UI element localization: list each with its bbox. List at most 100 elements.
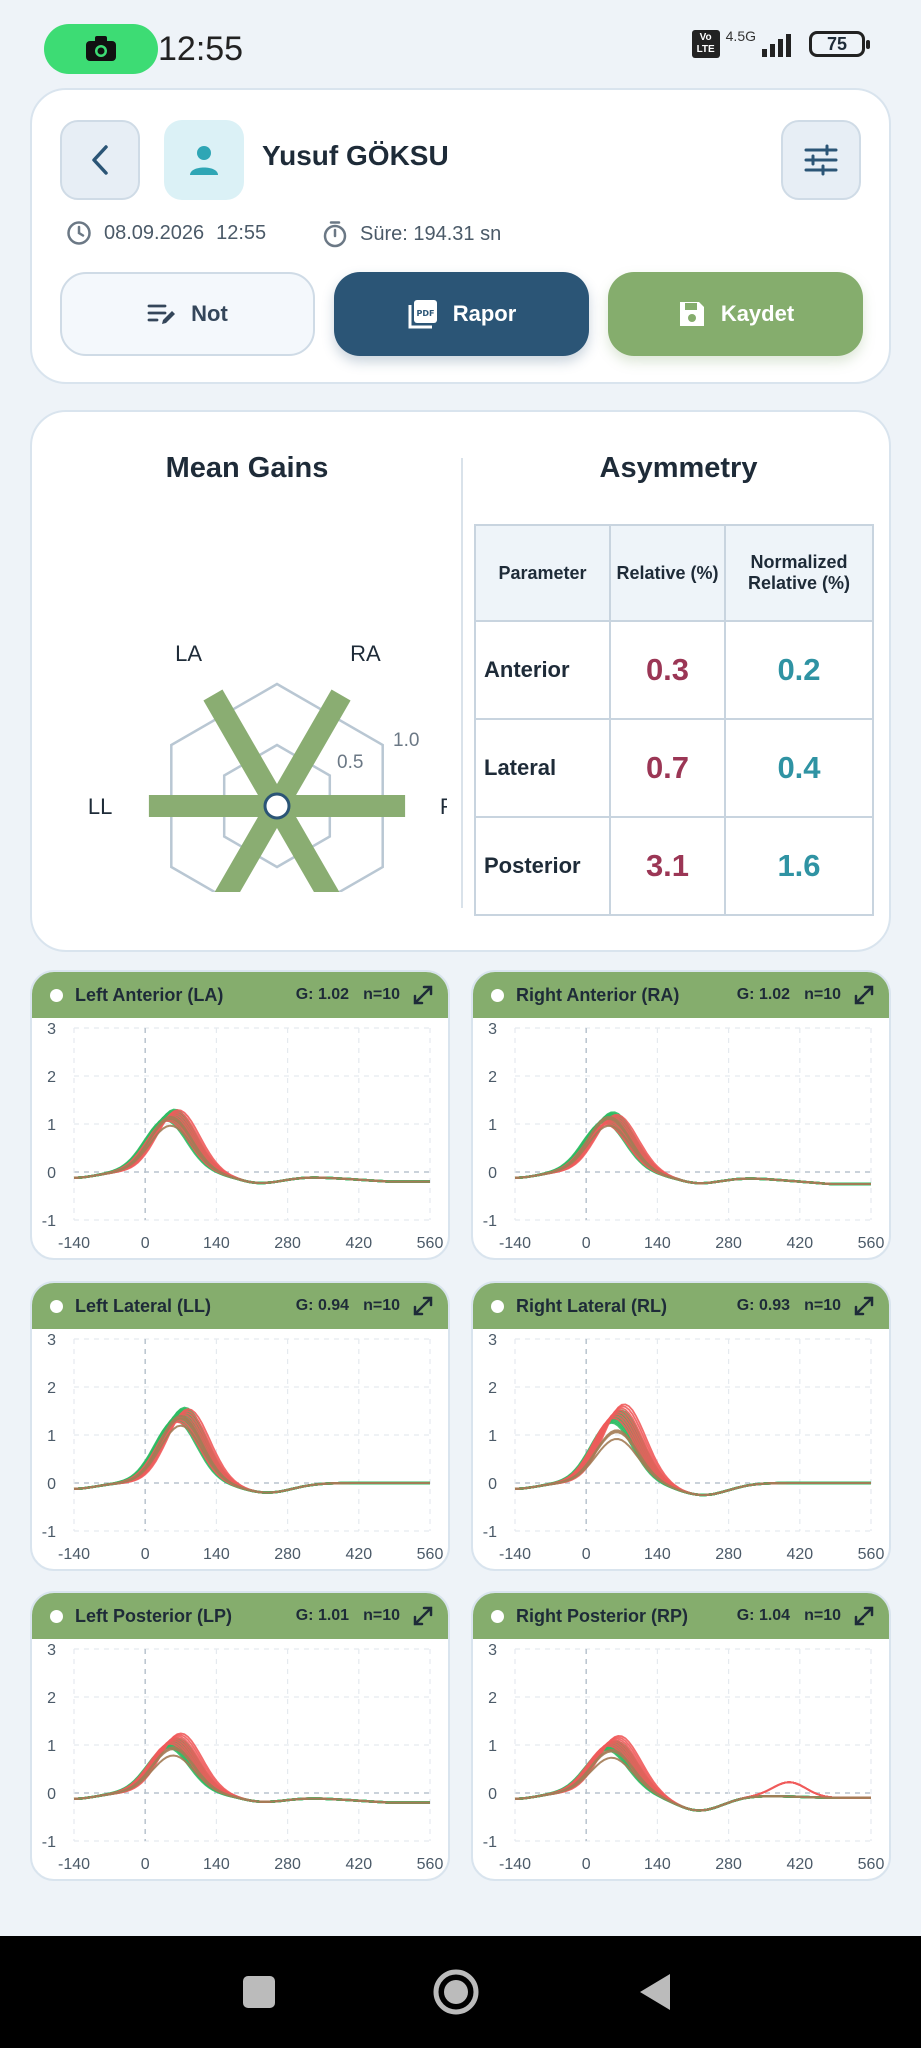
screen-record-pill[interactable] [44,24,158,74]
radar-center-marker [263,792,291,820]
x-tick-label: 280 [274,1856,301,1873]
trace-line [514,1743,871,1812]
expand-icon[interactable] [412,1295,434,1317]
trace-line [73,1748,430,1804]
relative-value: 0.3 [609,620,726,720]
status-dot-icon [50,1299,63,1313]
graph-card-rp[interactable]: Right Posterior (RP) G: 1.04 n=10 3 2 1 0 -1… [471,1591,891,1881]
trace-line [514,1121,871,1186]
save-button[interactable]: Kaydet [608,272,863,356]
trace-line [73,1118,430,1184]
back-button[interactable] [60,120,140,200]
y-tick-label: -1 [42,1213,56,1230]
status-time: 12:55 [158,30,244,68]
graph-count: n=10 [804,1607,841,1624]
graph-title: Left Anterior (LA) [75,984,224,1005]
y-tick-label: -1 [483,1524,497,1541]
y-tick-label: 1 [47,1117,56,1134]
trace-line [514,1741,871,1812]
back-triangle-icon[interactable] [638,1972,672,2012]
x-tick-label: 560 [858,1546,885,1563]
y-tick-label: 3 [47,1332,56,1349]
expand-icon[interactable] [853,984,875,1006]
trace-line [514,1740,871,1812]
x-tick-label: -140 [499,1856,531,1873]
graph-gain: G: 1.02 [736,986,791,1003]
trace-line [514,1123,871,1185]
x-tick-label: -140 [499,1235,531,1252]
normalized-value: 1.6 [724,816,874,916]
trace-line [73,1118,430,1185]
y-tick-label: 1 [488,1117,497,1134]
square-icon[interactable] [242,1975,276,2009]
user-icon [190,146,218,175]
pdf-icon: PDF [408,300,437,329]
y-tick-label: 0 [47,1476,56,1493]
x-tick-label: 560 [858,1235,885,1252]
status-dot-icon [491,1299,504,1313]
x-tick-label: 280 [715,1235,742,1252]
graph-card-lp[interactable]: Left Posterior (LP) G: 1.01 n=10 3 2 1 0 -1-… [30,1591,450,1881]
note-button[interactable]: Not [60,272,315,356]
save-icon [679,302,704,326]
signal-icon [762,31,791,57]
trace-line [514,1747,871,1812]
relative-value: 0.7 [609,718,726,818]
trace-line [73,1414,430,1494]
x-tick-label: 140 [644,1546,671,1563]
x-tick-label: 560 [417,1546,444,1563]
graph-title: Right Anterior (RA) [516,984,680,1005]
trace-line [73,1746,430,1804]
trace-line [514,1120,871,1186]
y-tick-label: -1 [42,1834,56,1851]
trace-line [73,1114,430,1185]
x-tick-label: 420 [786,1856,813,1873]
status-dot-icon [50,988,63,1002]
network-type: 4.5G [725,28,756,44]
x-tick-label: 0 [141,1235,150,1252]
graph-gain: G: 1.04 [736,1607,791,1624]
x-tick-label: 560 [417,1856,444,1873]
expand-icon[interactable] [412,1605,434,1627]
expand-icon[interactable] [412,984,434,1006]
graph-card-rl[interactable]: Right Lateral (RL) G: 0.93 n=10 3 2 1 0 -1 -1… [471,1281,891,1571]
trace-line [73,1115,430,1184]
asymmetry-title: Asymmetry [599,452,758,484]
trace-line [514,1742,871,1812]
status-dot-icon [491,1609,504,1623]
trace-line [73,1746,430,1804]
graph-card-ra[interactable]: Right Anterior (RA) G: 1.02 n=10 3 2 1 0 -1-… [471,970,891,1260]
settings-button[interactable] [781,120,861,200]
trace-line [514,1748,871,1812]
trace-line [514,1121,871,1185]
trace-line [514,1111,871,1186]
y-tick-label: -1 [42,1524,56,1541]
report-button[interactable]: PDF Rapor [334,272,589,356]
y-tick-label: 1 [488,1428,497,1445]
trace-line [514,1741,871,1812]
x-tick-label: 140 [203,1546,230,1563]
graph-plot: 3 2 1 0 -1-140 0 140 280 420 560 [483,1021,885,1252]
y-tick-label: 0 [47,1165,56,1182]
radar-bar [267,800,340,892]
col-header-normalized: Normalized Relative (%) [724,524,874,622]
status-dot-icon [50,1609,63,1623]
trace-line [514,1748,871,1812]
graph-card-ll[interactable]: Left Lateral (LL) G: 0.94 n=10 3 2 1 0 -1 -14… [30,1281,450,1571]
trace-line [73,1117,430,1185]
expand-icon[interactable] [853,1295,875,1317]
graph-count: n=10 [363,1607,400,1624]
trace-line [514,1118,871,1185]
y-tick-label: 0 [488,1786,497,1803]
home-circle-icon[interactable] [432,1968,480,2016]
graph-card-la[interactable]: Left Anterior (LA) G: 1.02 n=10 3 2 1 0 -1 -1… [30,970,450,1260]
y-tick-label: -1 [483,1213,497,1230]
x-tick-label: 0 [582,1546,591,1563]
trace-line [514,1437,871,1497]
expand-icon[interactable] [853,1605,875,1627]
trace-line [73,1742,430,1804]
trace-line [514,1746,871,1812]
y-tick-label: 2 [47,1069,56,1086]
radar-bar [214,800,287,892]
graph-plot: 3 2 1 0 -1-140 0 140 280 420 560 [42,1021,444,1252]
